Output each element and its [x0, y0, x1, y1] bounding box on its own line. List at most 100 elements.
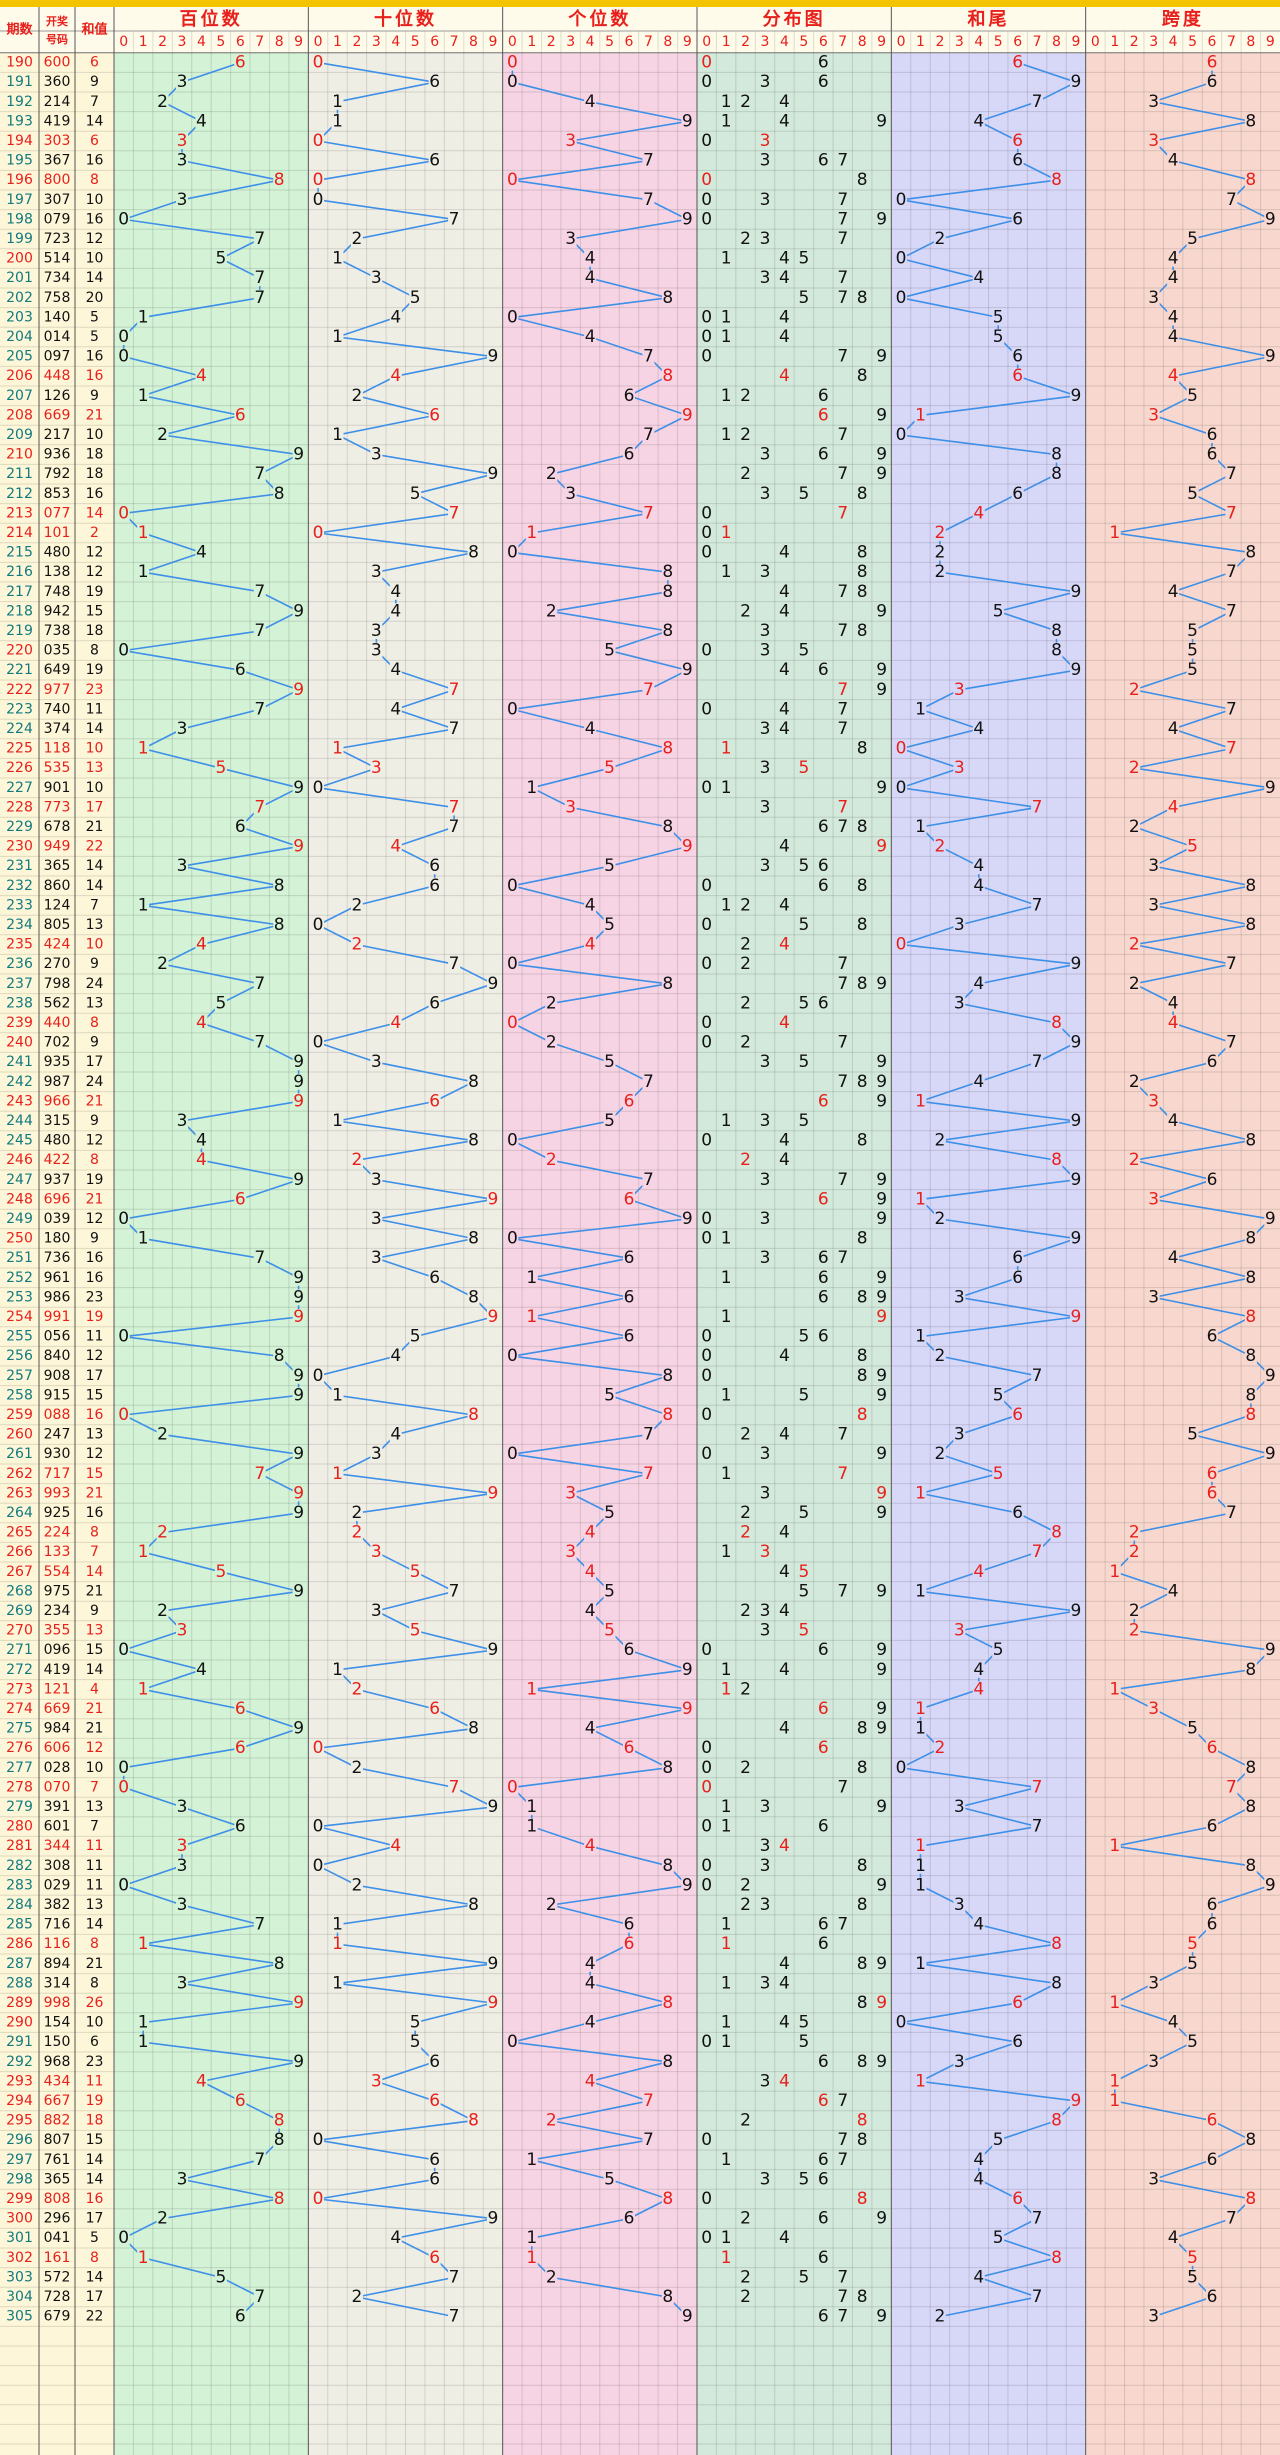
period: 285 [6, 1917, 33, 1933]
digit: 6 [1012, 1405, 1023, 1425]
digit: 6 [1207, 1915, 1218, 1935]
digit-bg [486, 1955, 499, 1972]
column-label: 9 [1071, 34, 1080, 50]
digit: 0 [118, 209, 129, 229]
digit: 6 [235, 1699, 246, 1719]
digit: 9 [293, 1366, 304, 1386]
digit: 2 [546, 1150, 557, 1170]
digit-bg [1167, 1113, 1180, 1129]
digit: 1 [332, 425, 343, 445]
distribution-digit: 1 [721, 2228, 732, 2248]
digit-bg [1264, 1367, 1277, 1384]
distribution-digit: 7 [837, 151, 848, 171]
draw-number: 937 [44, 1172, 71, 1188]
period: 289 [6, 1995, 33, 2011]
digit: 7 [643, 2091, 654, 2111]
sum-value: 11 [86, 1838, 104, 1854]
digit: 0 [313, 778, 324, 798]
digit-bg [564, 231, 577, 247]
digit: 2 [935, 523, 946, 543]
digit-bg [584, 1524, 597, 1541]
digit: 0 [507, 954, 518, 974]
digit: 8 [274, 1954, 285, 1974]
digit: 9 [682, 837, 693, 857]
digit: 4 [973, 2150, 984, 2170]
column-label: 8 [858, 34, 867, 50]
digit: 9 [293, 1170, 304, 1190]
digit-bg [409, 1328, 422, 1345]
distribution-digit: 4 [779, 601, 790, 621]
digit-bg [1225, 701, 1238, 718]
period: 255 [6, 1329, 33, 1345]
digit: 9 [1071, 72, 1082, 92]
digit: 2 [546, 1895, 557, 1915]
digit: 9 [1265, 1875, 1276, 1895]
draw-number: 247 [44, 1427, 71, 1443]
digit-bg [1050, 1152, 1063, 1169]
digit-bg [642, 505, 655, 522]
sum-value: 10 [86, 2015, 104, 2031]
digit: 4 [390, 660, 401, 680]
digit-bg [331, 427, 344, 443]
distribution-digit: 7 [837, 2267, 848, 2287]
digit: 2 [1129, 935, 1140, 955]
digit: 8 [1051, 1013, 1062, 1033]
draw-number: 096 [44, 1642, 71, 1658]
digit: 7 [643, 151, 654, 171]
distribution-digit: 4 [779, 92, 790, 112]
digit: 7 [643, 2130, 654, 2150]
digit: 9 [488, 2209, 499, 2229]
digit-bg [312, 2132, 325, 2149]
distribution-digit: 3 [760, 621, 771, 641]
digit: 4 [1168, 249, 1179, 269]
digit-bg [389, 838, 402, 855]
digit-bg [370, 564, 383, 581]
digit: 2 [546, 2111, 557, 2131]
digit-bg [953, 917, 966, 933]
distribution-digit: 9 [876, 405, 887, 425]
distribution-digit: 9 [876, 1170, 887, 1190]
digit: 9 [1071, 1170, 1082, 1190]
digit: 4 [585, 1973, 596, 1993]
digit: 7 [254, 1033, 265, 1053]
digit: 6 [1012, 1503, 1023, 1523]
distribution-digit: 3 [760, 229, 771, 249]
period: 229 [6, 819, 33, 835]
digit-bg [409, 485, 422, 502]
digit: 8 [1245, 1307, 1256, 1327]
digit-bg [992, 329, 1005, 345]
left-bg [0, 0, 114, 2455]
digit: 0 [507, 170, 518, 190]
distribution-digit: 4 [779, 1973, 790, 1993]
draw-number: 678 [44, 819, 71, 835]
distribution-digit: 6 [818, 2169, 829, 2189]
digit: 8 [274, 2111, 285, 2131]
digit: 5 [215, 249, 226, 269]
digit: 6 [1207, 425, 1218, 445]
digit: 2 [157, 2209, 168, 2229]
period: 211 [6, 466, 33, 482]
digit-bg [409, 2014, 422, 2031]
digit-bg [584, 1603, 597, 1619]
distribution-digit: 3 [760, 1542, 771, 1562]
sum-value: 15 [86, 1466, 104, 1482]
digit-bg [681, 407, 694, 424]
sum-value: 13 [86, 1427, 104, 1443]
digit-bg [234, 662, 247, 679]
digit: 4 [390, 1346, 401, 1366]
digit: 7 [643, 1464, 654, 1484]
digit-bg [428, 407, 441, 424]
digit: 7 [449, 1777, 460, 1797]
digit: 1 [526, 523, 537, 543]
digit-bg [1186, 2269, 1199, 2286]
digit: 6 [1207, 1052, 1218, 1072]
digit-bg [409, 1563, 422, 1580]
digit-bg [1147, 93, 1160, 110]
digit: 6 [235, 2307, 246, 2327]
digit-bg [273, 1348, 286, 1365]
digit: 7 [1032, 1542, 1043, 1562]
digit: 6 [429, 1091, 440, 1111]
digit: 8 [1245, 2130, 1256, 2150]
distribution-digit: 0 [701, 915, 712, 935]
period: 190 [6, 55, 33, 71]
